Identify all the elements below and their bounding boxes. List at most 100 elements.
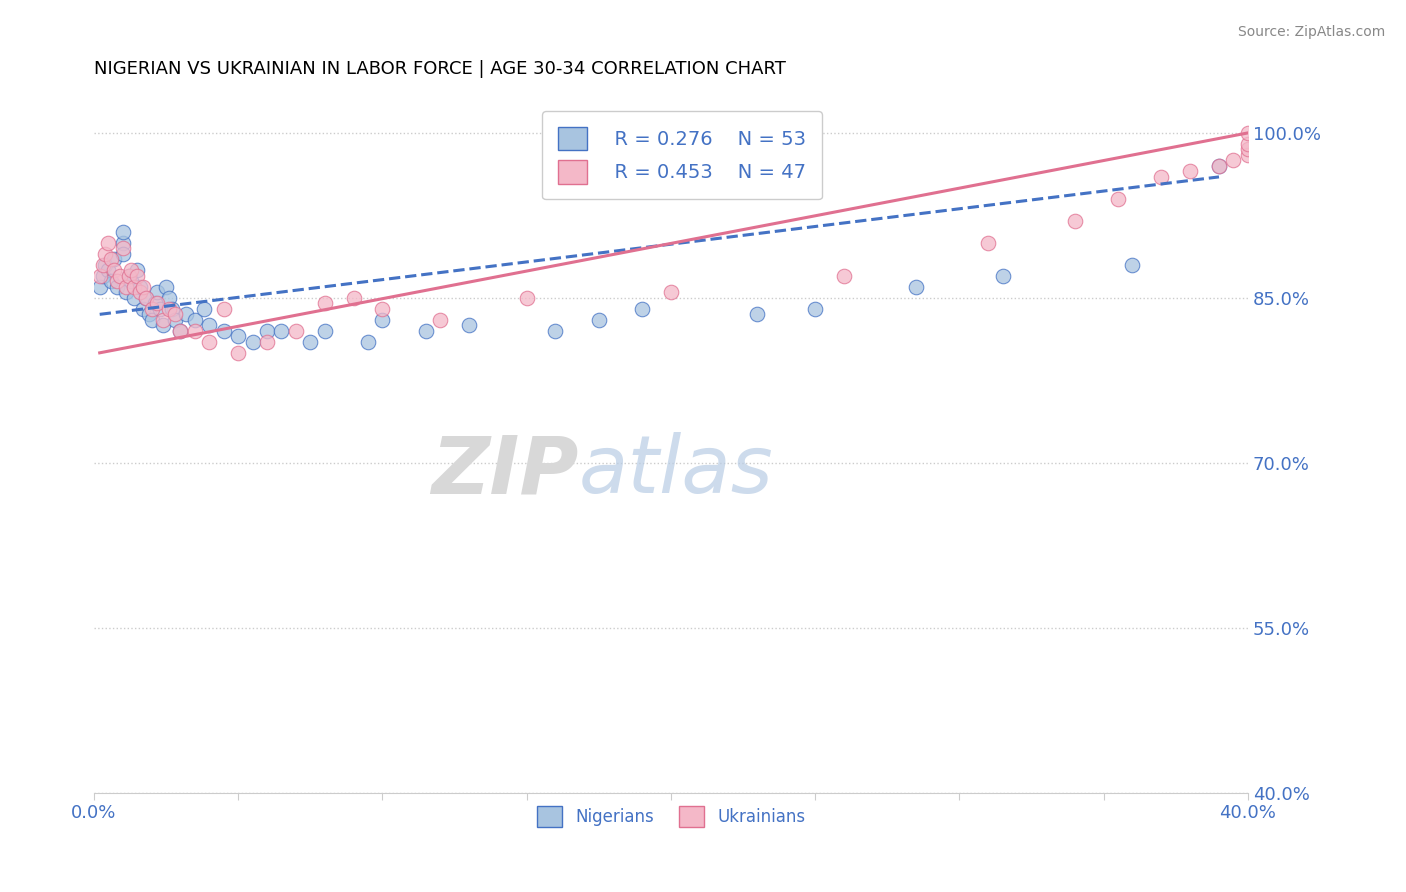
Point bbox=[256, 324, 278, 338]
Point bbox=[1178, 164, 1201, 178]
Point bbox=[146, 296, 169, 310]
Point bbox=[169, 324, 191, 338]
Point bbox=[242, 334, 264, 349]
Point bbox=[516, 291, 538, 305]
Point bbox=[1208, 159, 1230, 173]
Point bbox=[100, 252, 122, 267]
Point bbox=[157, 291, 180, 305]
Point bbox=[94, 247, 117, 261]
Point bbox=[132, 301, 155, 316]
Point bbox=[371, 301, 394, 316]
Point bbox=[357, 334, 380, 349]
Point bbox=[120, 263, 142, 277]
Point bbox=[342, 291, 364, 305]
Point bbox=[97, 263, 120, 277]
Point bbox=[120, 274, 142, 288]
Point bbox=[1237, 148, 1260, 162]
Point bbox=[155, 280, 177, 294]
Point bbox=[905, 280, 928, 294]
Point bbox=[198, 334, 221, 349]
Point bbox=[124, 280, 146, 294]
Point bbox=[105, 274, 128, 288]
Point bbox=[89, 268, 111, 283]
Point bbox=[152, 318, 174, 333]
Point bbox=[91, 268, 114, 283]
Point bbox=[270, 324, 292, 338]
Point bbox=[100, 274, 122, 288]
Text: NIGERIAN VS UKRAINIAN IN LABOR FORCE | AGE 30-34 CORRELATION CHART: NIGERIAN VS UKRAINIAN IN LABOR FORCE | A… bbox=[94, 60, 786, 78]
Point bbox=[1107, 192, 1129, 206]
Text: atlas: atlas bbox=[579, 433, 773, 510]
Point bbox=[415, 324, 437, 338]
Point bbox=[1063, 214, 1085, 228]
Point bbox=[212, 301, 235, 316]
Point bbox=[141, 301, 163, 316]
Point bbox=[143, 296, 166, 310]
Point bbox=[226, 346, 249, 360]
Point bbox=[129, 285, 152, 300]
Point bbox=[163, 313, 186, 327]
Point bbox=[97, 235, 120, 250]
Point bbox=[284, 324, 307, 338]
Point bbox=[169, 324, 191, 338]
Point bbox=[135, 291, 157, 305]
Point bbox=[1237, 126, 1260, 140]
Point bbox=[631, 301, 654, 316]
Point bbox=[429, 313, 451, 327]
Point bbox=[659, 285, 682, 300]
Point bbox=[114, 285, 136, 300]
Text: Source: ZipAtlas.com: Source: ZipAtlas.com bbox=[1237, 25, 1385, 39]
Point bbox=[103, 263, 125, 277]
Point bbox=[152, 313, 174, 327]
Point bbox=[114, 280, 136, 294]
Point bbox=[299, 334, 322, 349]
Point bbox=[544, 324, 567, 338]
Point bbox=[198, 318, 221, 333]
Point bbox=[157, 301, 180, 316]
Point bbox=[1150, 169, 1173, 184]
Point bbox=[184, 324, 207, 338]
Point bbox=[991, 268, 1014, 283]
Point bbox=[314, 296, 336, 310]
Point bbox=[588, 313, 610, 327]
Point bbox=[174, 307, 197, 321]
Point bbox=[127, 268, 149, 283]
Point bbox=[103, 252, 125, 267]
Point bbox=[1208, 159, 1230, 173]
Point bbox=[111, 225, 134, 239]
Point bbox=[94, 258, 117, 272]
Point bbox=[160, 301, 183, 316]
Point bbox=[149, 301, 172, 316]
Point bbox=[163, 307, 186, 321]
Legend: Nigerians, Ukrainians: Nigerians, Ukrainians bbox=[530, 799, 811, 833]
Point bbox=[226, 329, 249, 343]
Point bbox=[832, 268, 855, 283]
Point bbox=[127, 263, 149, 277]
Point bbox=[138, 307, 160, 321]
Point bbox=[1237, 143, 1260, 157]
Point bbox=[1222, 153, 1244, 168]
Point bbox=[1237, 136, 1260, 151]
Point bbox=[184, 313, 207, 327]
Point bbox=[458, 318, 481, 333]
Point bbox=[108, 268, 131, 283]
Point bbox=[977, 235, 1000, 250]
Point bbox=[371, 313, 394, 327]
Point bbox=[193, 301, 215, 316]
Point bbox=[747, 307, 769, 321]
Point bbox=[111, 247, 134, 261]
Point bbox=[124, 291, 146, 305]
Point bbox=[105, 280, 128, 294]
Point bbox=[111, 241, 134, 255]
Point bbox=[212, 324, 235, 338]
Point bbox=[804, 301, 827, 316]
Point bbox=[146, 285, 169, 300]
Point bbox=[256, 334, 278, 349]
Point bbox=[91, 258, 114, 272]
Point bbox=[129, 280, 152, 294]
Point bbox=[117, 268, 139, 283]
Point bbox=[132, 280, 155, 294]
Point bbox=[89, 280, 111, 294]
Point bbox=[135, 291, 157, 305]
Point bbox=[117, 268, 139, 283]
